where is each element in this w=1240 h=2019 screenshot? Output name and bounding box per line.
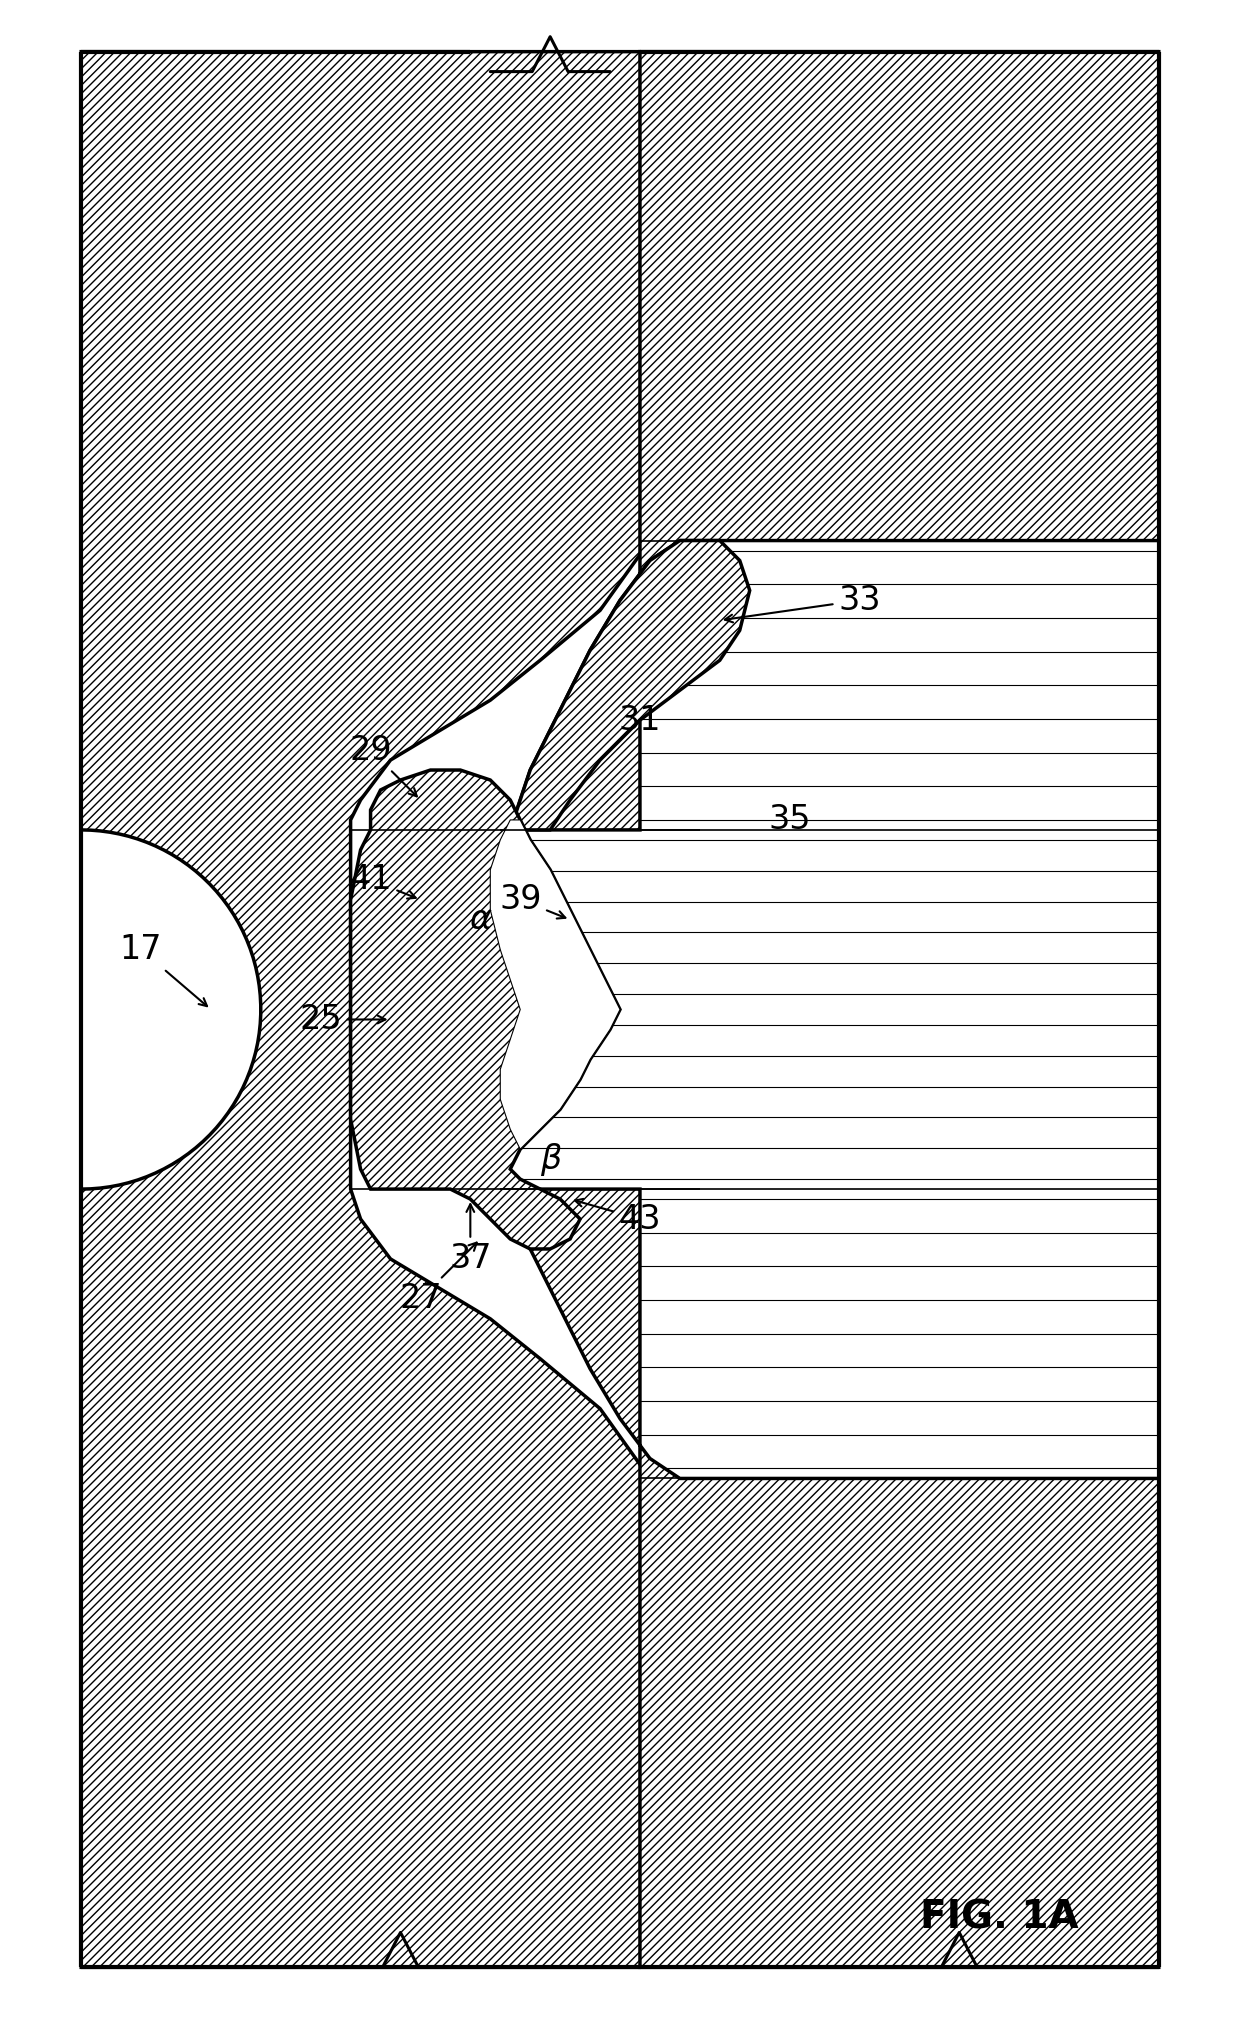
Text: 39: 39 [498,882,565,919]
Text: 41: 41 [350,864,415,898]
Text: 43: 43 [575,1199,661,1236]
Text: 27: 27 [399,1242,476,1314]
Text: 35: 35 [769,804,811,836]
Text: α: α [469,902,491,937]
Polygon shape [500,1189,1159,1967]
Text: 31: 31 [619,705,661,737]
Polygon shape [510,541,750,830]
Text: 37: 37 [449,1203,491,1276]
Polygon shape [81,52,680,1967]
Polygon shape [81,830,260,1189]
Text: 17: 17 [120,933,207,1005]
Text: 33: 33 [725,583,880,622]
Polygon shape [500,52,1159,830]
Polygon shape [351,769,620,1250]
Polygon shape [490,820,620,1149]
Text: 29: 29 [350,733,417,795]
Polygon shape [81,830,260,1189]
Text: 25: 25 [299,1003,386,1036]
Text: FIG. 1A: FIG. 1A [920,1898,1079,1936]
Text: β: β [539,1143,560,1175]
